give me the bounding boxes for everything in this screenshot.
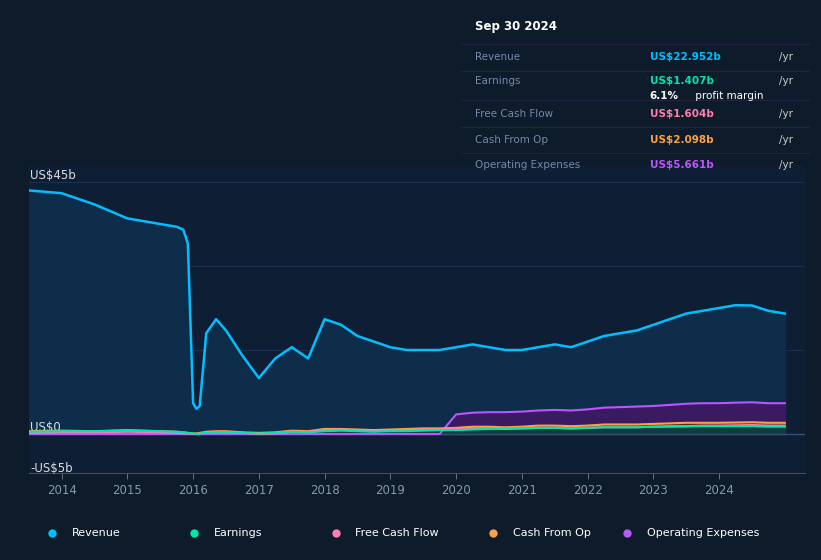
Text: /yr: /yr [779, 135, 793, 145]
Text: Free Cash Flow: Free Cash Flow [475, 109, 553, 119]
Text: US$5.661b: US$5.661b [650, 160, 713, 170]
Text: Cash From Op: Cash From Op [513, 529, 591, 538]
Text: Earnings: Earnings [213, 529, 262, 538]
Text: /yr: /yr [779, 76, 793, 86]
Text: Free Cash Flow: Free Cash Flow [355, 529, 439, 538]
Text: US$45b: US$45b [30, 169, 76, 182]
Text: Operating Expenses: Operating Expenses [647, 529, 759, 538]
Text: US$1.604b: US$1.604b [650, 109, 713, 119]
Text: US$2.098b: US$2.098b [650, 135, 713, 145]
Text: profit margin: profit margin [692, 91, 764, 101]
Text: Sep 30 2024: Sep 30 2024 [475, 20, 557, 32]
Text: Revenue: Revenue [71, 529, 121, 538]
Text: 6.1%: 6.1% [650, 91, 679, 101]
Text: US$22.952b: US$22.952b [650, 53, 721, 63]
Text: Operating Expenses: Operating Expenses [475, 160, 580, 170]
Text: US$0: US$0 [30, 421, 61, 434]
Text: /yr: /yr [779, 53, 793, 63]
Text: Revenue: Revenue [475, 53, 521, 63]
Text: Earnings: Earnings [475, 76, 521, 86]
Text: US$1.407b: US$1.407b [650, 76, 713, 86]
Text: -US$5b: -US$5b [30, 462, 73, 475]
Text: Cash From Op: Cash From Op [475, 135, 548, 145]
Text: /yr: /yr [779, 160, 793, 170]
Text: /yr: /yr [779, 109, 793, 119]
